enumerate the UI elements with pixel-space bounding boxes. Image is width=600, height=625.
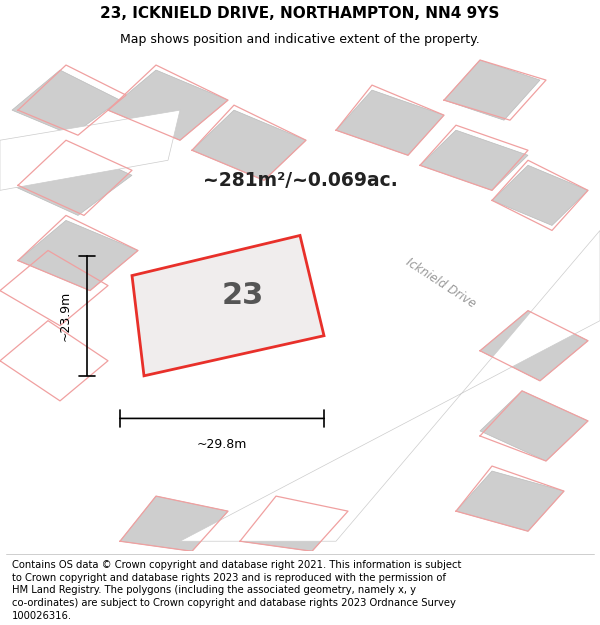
Text: ~29.8m: ~29.8m xyxy=(197,439,247,451)
Polygon shape xyxy=(108,70,228,140)
Polygon shape xyxy=(0,110,180,191)
Polygon shape xyxy=(120,496,228,551)
Polygon shape xyxy=(444,60,540,120)
Polygon shape xyxy=(456,471,564,531)
Polygon shape xyxy=(492,165,588,226)
Polygon shape xyxy=(240,496,348,551)
Text: ~23.9m: ~23.9m xyxy=(59,291,72,341)
Polygon shape xyxy=(12,70,120,135)
Polygon shape xyxy=(18,221,138,291)
Polygon shape xyxy=(420,130,528,191)
Text: 100026316.: 100026316. xyxy=(12,611,72,621)
Polygon shape xyxy=(336,90,444,155)
Text: Map shows position and indicative extent of the property.: Map shows position and indicative extent… xyxy=(120,32,480,46)
Text: Icknield Drive: Icknield Drive xyxy=(404,256,478,311)
Polygon shape xyxy=(12,145,132,216)
Polygon shape xyxy=(480,391,588,461)
Polygon shape xyxy=(480,311,588,381)
Polygon shape xyxy=(192,110,306,181)
Polygon shape xyxy=(132,236,324,376)
Text: 23, ICKNIELD DRIVE, NORTHAMPTON, NN4 9YS: 23, ICKNIELD DRIVE, NORTHAMPTON, NN4 9YS xyxy=(100,6,500,21)
Text: co-ordinates) are subject to Crown copyright and database rights 2023 Ordnance S: co-ordinates) are subject to Crown copyr… xyxy=(12,598,456,608)
Polygon shape xyxy=(180,231,600,541)
Text: ~281m²/~0.069ac.: ~281m²/~0.069ac. xyxy=(203,171,397,190)
Text: Contains OS data © Crown copyright and database right 2021. This information is : Contains OS data © Crown copyright and d… xyxy=(12,560,461,570)
Text: to Crown copyright and database rights 2023 and is reproduced with the permissio: to Crown copyright and database rights 2… xyxy=(12,572,446,582)
Text: 23: 23 xyxy=(222,281,264,310)
Text: HM Land Registry. The polygons (including the associated geometry, namely x, y: HM Land Registry. The polygons (includin… xyxy=(12,586,416,596)
